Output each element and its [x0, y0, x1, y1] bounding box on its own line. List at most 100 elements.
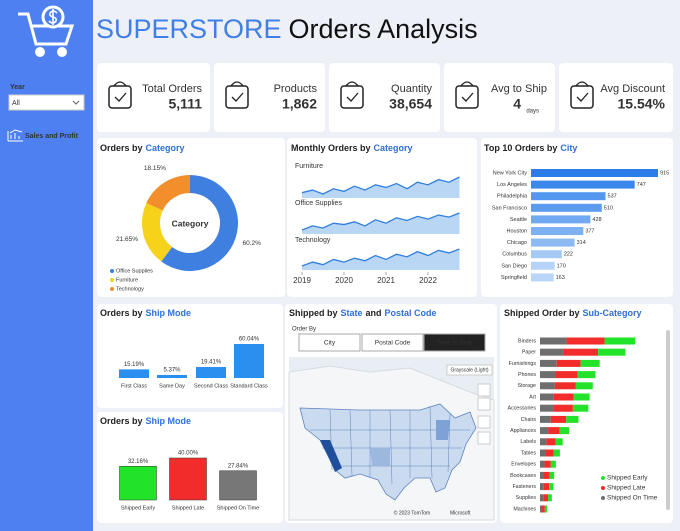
y-tick-label: Chicago: [507, 240, 527, 246]
style-label: Grayscale (Light): [450, 367, 488, 373]
kpi-label: Avg to Ship: [491, 83, 547, 95]
map-control[interactable]: [477, 383, 491, 397]
bar-segment: [540, 483, 544, 491]
bar-segment: [540, 404, 554, 412]
data-label: 510: [604, 205, 613, 211]
y-tick-label: Envelopes: [511, 462, 536, 468]
cart-wheel: [57, 47, 67, 57]
kpi-icon-detail: [345, 81, 359, 102]
data-label: 40.00%: [178, 451, 199, 457]
bar-segment: [540, 393, 554, 401]
state-highlight: [370, 448, 390, 466]
bar-segment: [549, 483, 554, 491]
bar-segment: [540, 471, 544, 479]
kpi-value: 5,111: [169, 96, 203, 112]
data-label: 747: [637, 182, 646, 188]
legend-label: Furniture: [116, 277, 138, 283]
y-tick-label: Machines: [513, 506, 536, 512]
y-tick-label: Philadelphia: [497, 194, 528, 200]
bar-segment: [575, 382, 593, 390]
bar: [196, 367, 226, 378]
state-lines: [310, 405, 470, 485]
x-tick-label: 2019: [293, 276, 311, 285]
y-tick-label: Labels: [520, 439, 536, 445]
x-tick-label: Shipped On Time: [217, 505, 260, 511]
title-part: Category: [146, 143, 185, 153]
button[interactable]: [423, 333, 486, 352]
panel-title: Top 10 Orders by City: [484, 143, 577, 153]
bar-segment: [553, 449, 560, 457]
title-part: Postal Code: [385, 308, 437, 318]
area: [302, 213, 460, 234]
map-control[interactable]: [477, 431, 491, 445]
map-control[interactable]: [477, 397, 491, 411]
card: [97, 63, 210, 132]
kpi-value: 4: [513, 96, 521, 112]
x-tick-label: Standard Class: [230, 383, 268, 389]
title-part: Orders by: [100, 416, 143, 426]
bar: [531, 261, 555, 270]
kpi-label: Avg Discount: [600, 83, 665, 95]
card: [97, 304, 283, 408]
panel-label: Office Supplies: [295, 200, 342, 207]
data-label: 32.16%: [128, 459, 149, 465]
title-part: Category: [374, 143, 413, 153]
bar-segment: [598, 348, 626, 356]
legend-dot: [110, 278, 114, 282]
dropdown-value: All: [12, 100, 20, 107]
bar-segment: [563, 348, 599, 356]
button-label: City: [324, 340, 336, 347]
page-title: SUPERSTORE Orders Analysis: [96, 14, 478, 44]
center-label: Category: [172, 218, 209, 228]
title-part: State: [341, 308, 363, 318]
bar: [531, 192, 606, 201]
legend-label: Office Supplies: [116, 268, 153, 274]
panel-title: Monthly Orders by Category: [291, 143, 413, 153]
nav-icon: [7, 129, 23, 142]
title-part: Shipped Order by: [504, 308, 580, 318]
title-part: Orders by: [100, 308, 143, 318]
card: [559, 63, 673, 132]
bar-segment: [550, 460, 556, 468]
bar: [531, 273, 554, 282]
kpi-icon: [108, 85, 132, 109]
state-highlight: [436, 420, 450, 440]
bar-segment: [554, 382, 576, 390]
kpi-icon: [225, 85, 249, 109]
dropdown[interactable]: [8, 94, 85, 111]
data-label: 377: [585, 228, 594, 234]
card: [97, 138, 285, 297]
legend-label: Technology: [116, 286, 144, 292]
bar-segment: [559, 427, 570, 435]
y-tick-label: San Diego: [501, 263, 527, 269]
map-control[interactable]: [477, 415, 491, 429]
bar: [234, 344, 264, 378]
data-label: 21.65%: [116, 236, 138, 243]
title-part: Top 10 Orders by: [484, 143, 557, 153]
filter-label: Year: [10, 84, 25, 91]
panel-title: Shipped by State and Postal Code: [289, 308, 437, 318]
kpi-value: 38,654: [389, 96, 432, 112]
button[interactable]: [361, 333, 424, 352]
bar-segment: [540, 505, 542, 513]
kpi-icon-detail: [113, 81, 127, 102]
nav-link[interactable]: Sales and Profit: [25, 133, 79, 140]
kpi-icon: [340, 85, 364, 109]
bar-segment: [540, 371, 556, 379]
bar: [531, 215, 591, 224]
bar-segment: [540, 427, 549, 435]
y-tick-label: Fasteners: [512, 484, 536, 490]
title-part: Ship Mode: [146, 416, 192, 426]
bar-segment: [555, 438, 563, 446]
button-label: Time to Ship: [436, 340, 473, 347]
bar-segment: [540, 348, 564, 356]
x-tick-label: 2021: [377, 276, 395, 285]
x-tick-label: Shipped Late: [172, 505, 204, 511]
button[interactable]: [298, 333, 361, 352]
panel-label: Technology: [295, 237, 331, 244]
kpi-icon: [455, 85, 479, 109]
y-tick-label: Storage: [517, 383, 536, 389]
kpi-icon-detail: [230, 81, 244, 102]
bar-segment: [540, 460, 545, 468]
